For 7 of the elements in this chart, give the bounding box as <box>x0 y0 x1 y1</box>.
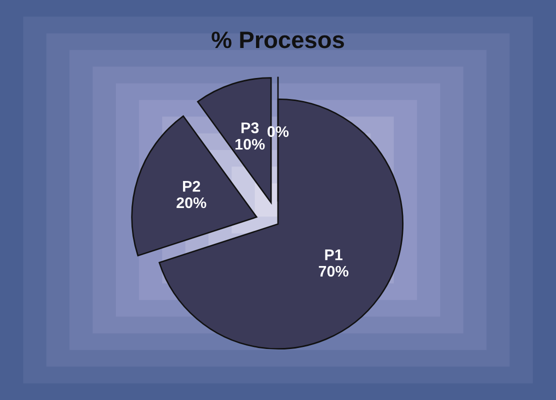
data-label: 10% <box>236 138 265 150</box>
slice-label: P1 <box>325 250 342 260</box>
slice-label: P3 <box>242 122 259 134</box>
data-label: 20% <box>176 197 206 208</box>
data-label: 70% <box>318 266 348 277</box>
chart-title: % Procesos <box>212 32 344 48</box>
slice-label: P2 <box>183 180 200 192</box>
